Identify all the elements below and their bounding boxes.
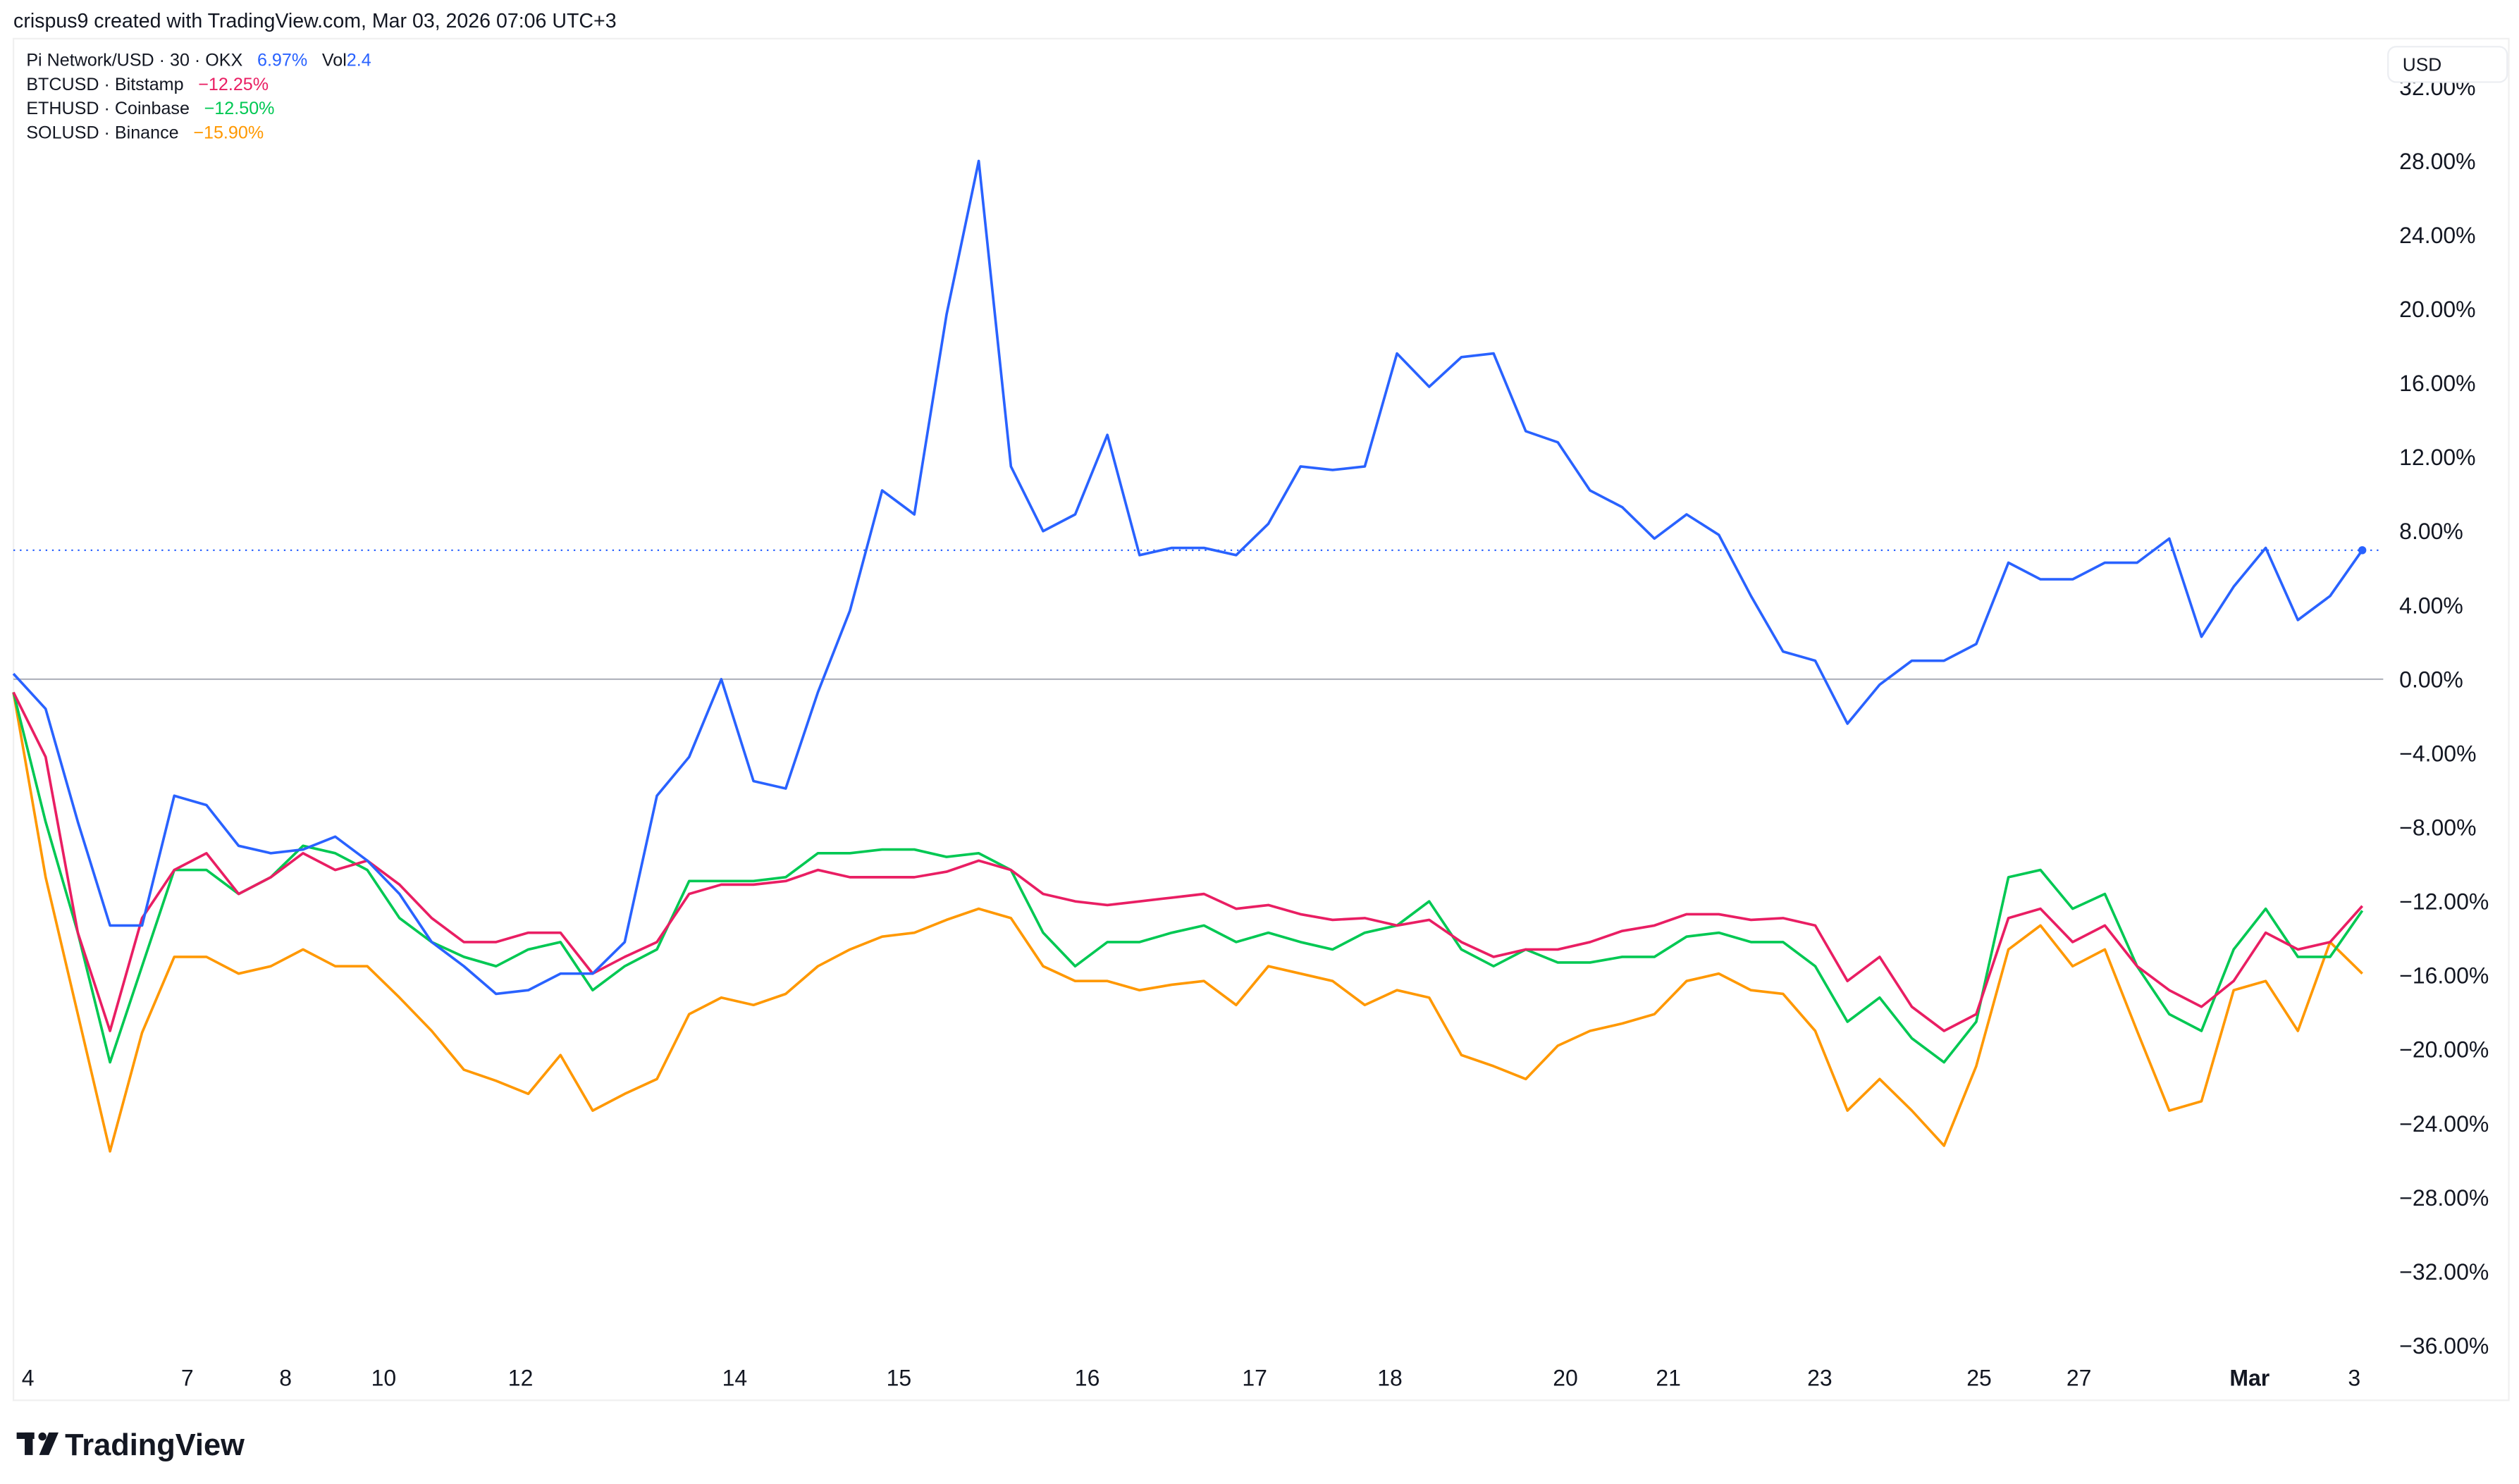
currency-button[interactable]: USD bbox=[2387, 46, 2508, 83]
x-tick-label: 3 bbox=[2348, 1366, 2360, 1391]
x-tick-label: 21 bbox=[1656, 1366, 1681, 1391]
legend-label: BTCUSD · Bitstamp bbox=[26, 75, 183, 94]
y-tick-label: −36.00% bbox=[2399, 1333, 2489, 1359]
time-axis[interactable]: 4 7 8 10 12 14 15 16 17 18 20 21 23 25 27 Mar 3 bbox=[22, 1366, 2360, 1391]
y-tick-label: −32.00% bbox=[2399, 1259, 2489, 1285]
legend-label: SOLUSD · Binance bbox=[26, 123, 178, 142]
x-tick-label: Mar bbox=[2229, 1366, 2269, 1391]
legend-row-eth[interactable]: ETHUSD · Coinbase −12.50% bbox=[26, 99, 274, 118]
y-tick-label: 16.00% bbox=[2399, 371, 2475, 396]
x-tick-label: 16 bbox=[1075, 1366, 1100, 1391]
x-tick-label: 8 bbox=[279, 1366, 292, 1391]
series-line-pi-network-usd[interactable] bbox=[12, 159, 2364, 996]
tradingview-logo[interactable]: TradingView bbox=[16, 1428, 245, 1462]
x-tick-label: 20 bbox=[1553, 1366, 1578, 1391]
y-tick-label: −24.00% bbox=[2399, 1111, 2489, 1137]
last-point-marker bbox=[2358, 546, 2367, 555]
chart-frame bbox=[12, 37, 2510, 1402]
y-tick-label: 20.00% bbox=[2399, 297, 2475, 322]
x-tick-label: 12 bbox=[508, 1366, 534, 1391]
volume-label: Vol bbox=[322, 51, 347, 70]
y-tick-label: 4.00% bbox=[2399, 593, 2463, 618]
y-tick-label: 28.00% bbox=[2399, 149, 2475, 174]
y-tick-label: −28.00% bbox=[2399, 1185, 2489, 1211]
y-tick-label: 8.00% bbox=[2399, 519, 2463, 544]
series-line-btcusd[interactable] bbox=[12, 691, 2364, 1032]
y-tick-label: −12.00% bbox=[2399, 889, 2489, 915]
legend-row-pi[interactable]: Pi Network/USD · 30 · OKX 6.97% Vol2.4 bbox=[26, 51, 371, 70]
y-tick-label: 0.00% bbox=[2399, 667, 2463, 692]
x-tick-label: 7 bbox=[181, 1366, 194, 1391]
series-layer bbox=[12, 159, 2367, 1153]
legend-value: −12.25% bbox=[198, 75, 269, 94]
series-line-ethusd[interactable] bbox=[12, 691, 2364, 1064]
legend-value: 6.97% bbox=[257, 51, 307, 70]
legend-row-btc[interactable]: BTCUSD · Bitstamp −12.25% bbox=[26, 75, 269, 94]
tradingview-logo-icon bbox=[16, 1432, 59, 1455]
y-tick-label: −16.00% bbox=[2399, 963, 2489, 989]
y-tick-label: −4.00% bbox=[2399, 741, 2476, 766]
legend-label: Pi Network/USD · 30 · OKX bbox=[26, 51, 242, 70]
y-tick-label: −20.00% bbox=[2399, 1037, 2489, 1063]
currency-label: USD bbox=[2403, 54, 2441, 75]
x-tick-label: 4 bbox=[22, 1366, 35, 1391]
x-tick-label: 23 bbox=[1807, 1366, 1833, 1391]
y-tick-label: 24.00% bbox=[2399, 223, 2475, 248]
x-tick-label: 18 bbox=[1377, 1366, 1403, 1391]
y-tick-label: 12.00% bbox=[2399, 445, 2475, 470]
legend-label: ETHUSD · Coinbase bbox=[26, 99, 190, 118]
reference-lines bbox=[13, 549, 2384, 681]
x-tick-label: 10 bbox=[371, 1366, 397, 1391]
legend-row-sol[interactable]: SOLUSD · Binance −15.90% bbox=[26, 123, 264, 142]
x-tick-label: 25 bbox=[1966, 1366, 1992, 1391]
price-axis[interactable]: 32.00%28.00%24.00%20.00%16.00%12.00%8.00… bbox=[2399, 75, 2489, 1359]
legend-value: −15.90% bbox=[193, 123, 264, 142]
x-tick-label: 27 bbox=[2067, 1366, 2092, 1391]
volume-value: 2.4 bbox=[347, 51, 371, 70]
attribution-text: crispus9 created with TradingView.com, M… bbox=[13, 10, 617, 32]
legend-value: −12.50% bbox=[204, 99, 275, 118]
x-tick-label: 14 bbox=[722, 1366, 748, 1391]
y-tick-label: −8.00% bbox=[2399, 815, 2476, 840]
legend: Pi Network/USD · 30 · OKX 6.97% Vol2.4 B… bbox=[26, 51, 371, 143]
series-line-solusd[interactable] bbox=[12, 692, 2363, 1153]
tradingview-logo-text: TradingView bbox=[65, 1428, 245, 1462]
x-tick-label: 17 bbox=[1242, 1366, 1267, 1391]
x-tick-label: 15 bbox=[887, 1366, 912, 1391]
